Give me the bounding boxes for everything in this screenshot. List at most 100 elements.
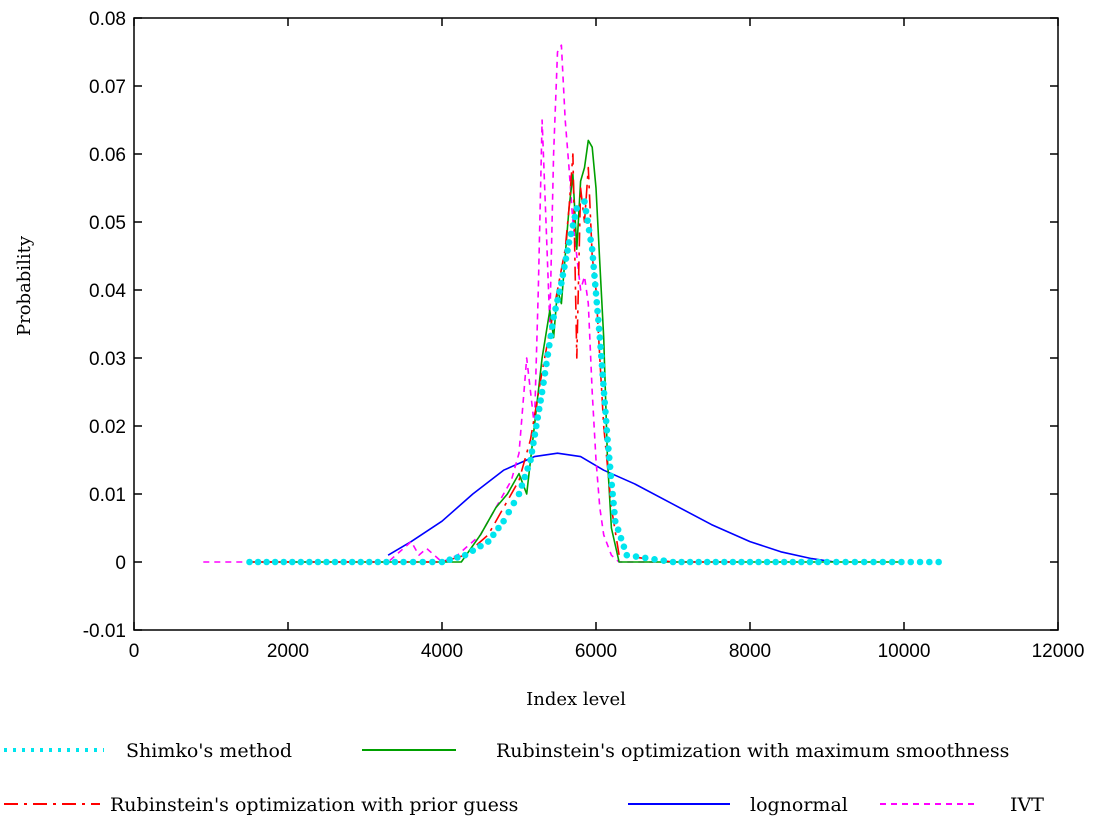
x-tick-label: 8000 <box>729 641 771 662</box>
x-tick-label: 12000 <box>1032 641 1085 662</box>
data-point <box>521 473 529 481</box>
data-point <box>518 482 526 489</box>
data-point <box>571 213 579 221</box>
data-point <box>600 389 608 397</box>
data-point <box>429 558 436 566</box>
data-point <box>607 472 615 480</box>
data-point <box>614 526 622 533</box>
data-point <box>695 558 702 566</box>
legend-label-prior-guess: Rubinstein's optimization with prior gue… <box>110 794 518 816</box>
data-point <box>746 558 754 566</box>
data-point <box>556 288 563 296</box>
data-point <box>263 558 270 566</box>
data-point <box>540 379 547 386</box>
data-point <box>815 558 822 566</box>
data-point <box>603 427 611 434</box>
data-point <box>591 281 599 288</box>
data-point <box>703 558 711 566</box>
data-point <box>596 334 604 341</box>
x-tick-label: 2000 <box>267 641 309 662</box>
data-point <box>585 226 593 234</box>
data-point <box>288 558 296 566</box>
data-point <box>469 547 477 554</box>
data-point <box>589 254 597 262</box>
data-point <box>515 490 523 498</box>
data-point <box>592 290 600 297</box>
y-axis-title: Probability <box>14 235 35 336</box>
y-tick-label: 0.06 <box>89 145 126 166</box>
data-point <box>729 558 737 566</box>
y-tick-label: 0.07 <box>89 77 126 98</box>
plot-area <box>133 17 1059 631</box>
data-point <box>641 554 649 562</box>
data-point <box>888 558 896 566</box>
data-point <box>562 255 570 263</box>
data-point <box>383 558 390 566</box>
data-point <box>400 558 407 566</box>
y-tick-labels: -0.01 0 0.01 0.02 0.03 0.04 0.05 0.06 0.07 0.08 <box>83 9 127 642</box>
y-tick-label: 0.08 <box>89 9 126 30</box>
data-point <box>593 298 601 306</box>
x-axis-title: Index level <box>526 689 626 710</box>
data-point <box>581 198 588 205</box>
data-point <box>609 490 616 498</box>
data-point <box>495 524 502 532</box>
series-ivt-line <box>203 44 750 563</box>
legend-label-lognormal: lognormal <box>750 794 848 816</box>
data-point <box>608 481 616 489</box>
data-point <box>546 341 553 349</box>
legend-label-shimko: Shimko's method <box>126 740 292 762</box>
x-tick-label: 6000 <box>575 641 617 662</box>
y-tick-label: 0 <box>115 553 126 574</box>
data-point <box>860 558 868 566</box>
data-point <box>558 279 565 287</box>
data-point <box>280 558 288 566</box>
data-point <box>541 370 549 377</box>
legend-label-ivt: IVT <box>1010 794 1044 816</box>
data-point <box>598 362 606 369</box>
data-point <box>524 465 531 472</box>
data-point <box>323 558 330 566</box>
series-layer <box>203 44 942 566</box>
data-point <box>712 558 720 566</box>
data-point <box>569 222 577 229</box>
data-point <box>686 558 694 566</box>
data-point <box>490 531 497 539</box>
data-point <box>595 325 603 333</box>
data-point <box>534 414 542 421</box>
data-point <box>789 558 797 566</box>
data-point <box>898 558 905 566</box>
data-point <box>763 558 771 566</box>
data-point <box>605 445 612 452</box>
data-point <box>510 499 518 507</box>
data-point <box>544 351 552 358</box>
data-point <box>780 558 788 566</box>
data-point <box>602 408 609 416</box>
data-point <box>314 558 322 566</box>
data-point <box>505 508 513 516</box>
data-point <box>721 558 728 566</box>
data-point <box>879 558 887 566</box>
data-point <box>587 236 594 243</box>
data-point <box>842 558 849 566</box>
data-point <box>597 343 604 351</box>
data-point <box>543 360 550 368</box>
data-point <box>550 313 557 321</box>
data-point <box>588 245 596 253</box>
data-point <box>610 499 617 507</box>
data-point <box>306 558 313 566</box>
data-point <box>271 558 279 566</box>
data-point <box>246 558 253 566</box>
series-shimko-s-method <box>246 198 942 566</box>
data-point <box>564 247 571 254</box>
data-point <box>602 417 610 425</box>
legend-item-lognormal: lognormal <box>628 794 848 816</box>
data-point <box>331 558 339 566</box>
legend-item-ivt: IVT <box>880 794 1044 816</box>
data-point <box>907 558 915 566</box>
series-lognormal-line <box>387 452 835 563</box>
data-point <box>669 558 677 566</box>
data-point <box>806 558 814 566</box>
data-point <box>530 439 537 447</box>
